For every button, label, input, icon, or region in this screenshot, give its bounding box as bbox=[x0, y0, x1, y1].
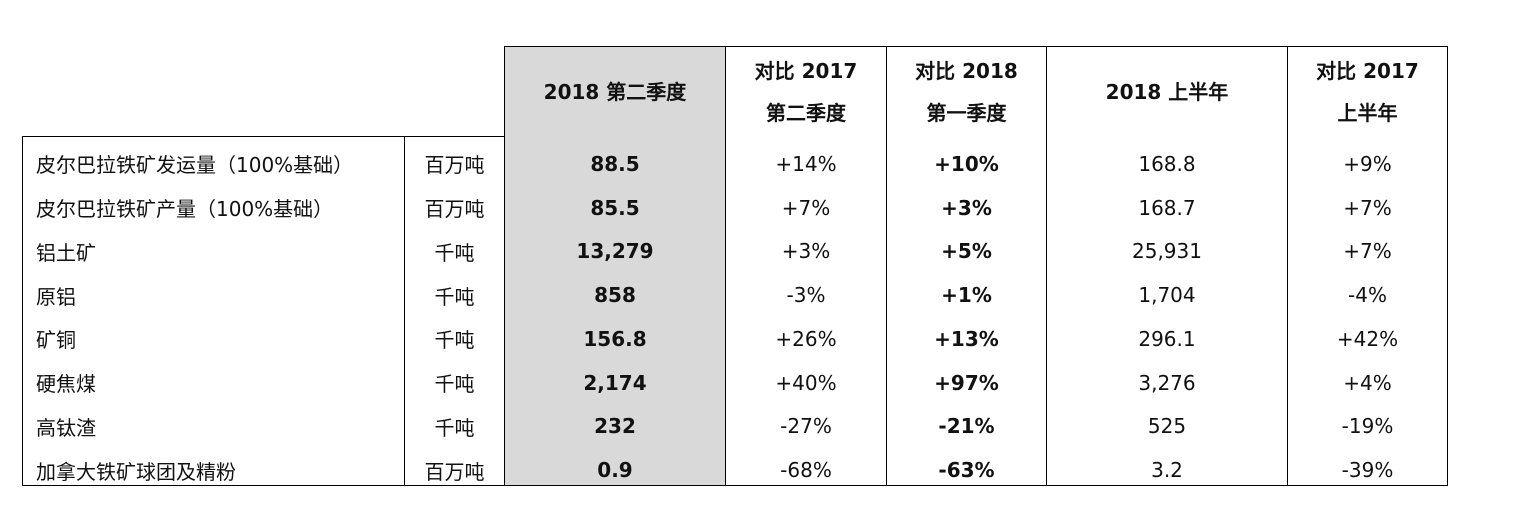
row-vs-q1-2018: -21% bbox=[938, 414, 995, 439]
row-q2-2018: 0.9 bbox=[597, 458, 633, 483]
row-vs-q1-2018: +10% bbox=[934, 151, 999, 176]
row-q2-2018: 2,174 bbox=[583, 370, 647, 395]
header-vs-h1-2017: 对比 2017 上半年 bbox=[1287, 46, 1448, 136]
row-name: 矿铜 bbox=[36, 328, 76, 353]
row-vs-h1-2017: +7% bbox=[1343, 239, 1392, 264]
row-q2-2018: 156.8 bbox=[583, 326, 647, 351]
row-unit: 百万吨 bbox=[424, 459, 485, 484]
row-unit: 千吨 bbox=[434, 284, 475, 309]
row-name: 加拿大铁矿球团及精粉 bbox=[36, 459, 236, 484]
row-vs-q2-2017: +26% bbox=[775, 326, 837, 351]
row-unit: 千吨 bbox=[434, 328, 475, 353]
row-name: 皮尔巴拉铁矿发运量（100%基础） bbox=[36, 153, 354, 178]
header-vs-q2-2017: 对比 2017 第二季度 bbox=[725, 46, 887, 136]
row-vs-q2-2017: +3% bbox=[781, 239, 831, 264]
row-vs-q1-2018: +97% bbox=[934, 370, 999, 395]
row-unit: 千吨 bbox=[434, 372, 475, 397]
header-vs-q1-2018-line2: 第一季度 bbox=[926, 100, 1007, 125]
header-h1-2018: 2018 上半年 bbox=[1046, 46, 1288, 136]
row-vs-q2-2017: -3% bbox=[786, 283, 826, 308]
row-name: 皮尔巴拉铁矿产量（100%基础） bbox=[36, 197, 334, 222]
unit-column bbox=[404, 136, 505, 486]
row-q2-2018: 13,279 bbox=[576, 239, 654, 264]
row-h1-2018: 1,704 bbox=[1138, 283, 1196, 308]
row-vs-q1-2018: +5% bbox=[941, 239, 992, 264]
row-vs-h1-2017: +9% bbox=[1343, 151, 1392, 176]
row-q2-2018: 858 bbox=[594, 283, 636, 308]
vs-h1-2017-column bbox=[1287, 136, 1448, 486]
row-q2-2018: 88.5 bbox=[590, 151, 640, 176]
row-vs-h1-2017: +4% bbox=[1343, 370, 1392, 395]
row-vs-q1-2018: +13% bbox=[934, 326, 999, 351]
row-h1-2018: 525 bbox=[1147, 414, 1187, 439]
row-vs-q1-2018: +1% bbox=[941, 283, 992, 308]
header-q2-2018-label: 2018 第二季度 bbox=[543, 79, 687, 104]
row-vs-q2-2017: -68% bbox=[780, 458, 832, 483]
row-vs-h1-2017: -39% bbox=[1341, 458, 1394, 483]
row-name: 铝土矿 bbox=[36, 240, 96, 265]
row-q2-2018: 85.5 bbox=[590, 195, 640, 220]
row-h1-2018: 3.2 bbox=[1151, 458, 1183, 483]
row-unit: 千吨 bbox=[434, 415, 475, 440]
header-vs-q1-2018-line1: 对比 2018 bbox=[915, 58, 1018, 83]
row-h1-2018: 296.1 bbox=[1138, 326, 1196, 351]
row-unit: 千吨 bbox=[434, 240, 475, 265]
row-h1-2018: 3,276 bbox=[1138, 370, 1196, 395]
row-vs-h1-2017: -4% bbox=[1348, 283, 1387, 308]
row-vs-h1-2017: +42% bbox=[1336, 326, 1399, 351]
row-vs-q2-2017: +7% bbox=[781, 195, 831, 220]
row-h1-2018: 168.7 bbox=[1138, 195, 1196, 220]
row-unit: 百万吨 bbox=[424, 197, 485, 222]
header-q2-2018: 2018 第二季度 bbox=[504, 46, 726, 136]
row-name: 高钛渣 bbox=[36, 415, 96, 440]
row-vs-q1-2018: -63% bbox=[938, 458, 995, 483]
header-vs-h1-2017-line1: 对比 2017 bbox=[1316, 58, 1419, 83]
row-vs-q1-2018: +3% bbox=[941, 195, 992, 220]
row-vs-q2-2017: -27% bbox=[780, 414, 832, 439]
row-q2-2018: 232 bbox=[594, 414, 636, 439]
row-name: 原铝 bbox=[36, 284, 76, 309]
row-h1-2018: 25,931 bbox=[1132, 239, 1202, 264]
row-vs-h1-2017: +7% bbox=[1343, 195, 1392, 220]
row-vs-q2-2017: +14% bbox=[775, 151, 837, 176]
row-vs-q2-2017: +40% bbox=[775, 370, 837, 395]
row-vs-h1-2017: -19% bbox=[1341, 414, 1394, 439]
header-h1-2018-label: 2018 上半年 bbox=[1105, 79, 1229, 104]
row-name: 硬焦煤 bbox=[36, 372, 96, 397]
header-vs-q2-2017-line2: 第二季度 bbox=[766, 100, 846, 125]
header-vs-q1-2018: 对比 2018 第一季度 bbox=[886, 46, 1047, 136]
header-vs-h1-2017-line2: 上半年 bbox=[1337, 100, 1398, 125]
header-vs-q2-2017-line1: 对比 2017 bbox=[754, 58, 858, 83]
name-column bbox=[22, 136, 405, 486]
row-h1-2018: 168.8 bbox=[1138, 151, 1196, 176]
row-unit: 百万吨 bbox=[424, 153, 485, 178]
